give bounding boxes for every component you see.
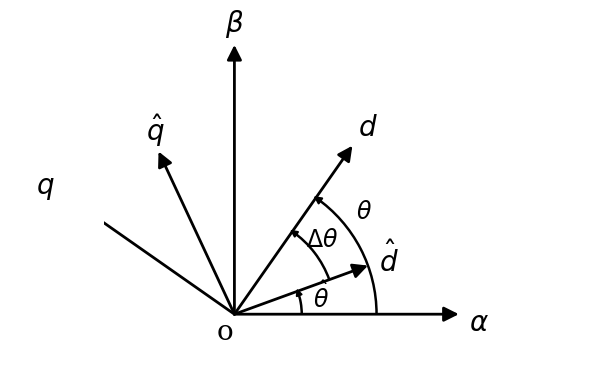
Text: $q$: $q$	[36, 175, 55, 202]
Text: o: o	[217, 319, 234, 346]
Text: $\hat{\theta}$: $\hat{\theta}$	[313, 282, 329, 313]
FancyArrowPatch shape	[292, 231, 298, 237]
FancyArrowPatch shape	[234, 265, 365, 314]
Text: $\Delta\theta$: $\Delta\theta$	[306, 230, 338, 252]
Text: $\hat{q}$: $\hat{q}$	[145, 112, 164, 149]
Text: $\beta$: $\beta$	[225, 8, 244, 40]
FancyArrowPatch shape	[234, 308, 456, 320]
Text: $\hat{d}$: $\hat{d}$	[378, 242, 398, 279]
FancyArrowPatch shape	[160, 154, 234, 314]
Text: $\alpha$: $\alpha$	[470, 310, 489, 337]
Text: $\theta$: $\theta$	[356, 202, 372, 224]
FancyArrowPatch shape	[297, 291, 302, 296]
Text: $d$: $d$	[358, 116, 377, 142]
FancyArrowPatch shape	[228, 48, 241, 314]
FancyArrowPatch shape	[234, 148, 350, 314]
FancyArrowPatch shape	[69, 198, 234, 314]
FancyArrowPatch shape	[315, 197, 322, 203]
